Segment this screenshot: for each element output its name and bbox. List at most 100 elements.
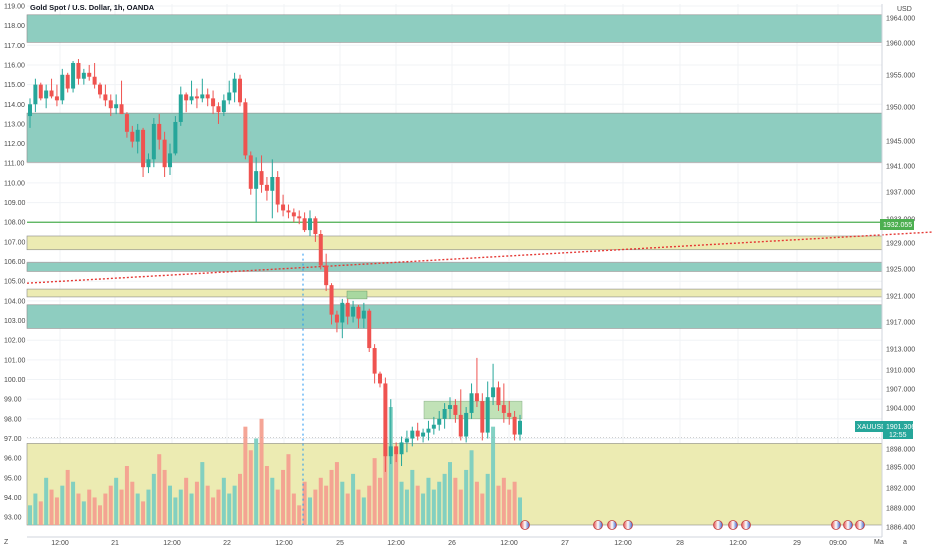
- symbol-badge[interactable]: XAUUSD 1901.306 12:55: [855, 421, 915, 439]
- event-markers: [520, 520, 865, 530]
- left-axis-tick: 106.00: [4, 259, 26, 266]
- volume-bar: [372, 458, 377, 525]
- left-axis-tick: 115.00: [4, 82, 25, 89]
- time-axis-tick: 09:00: [829, 540, 847, 547]
- left-axis-tick: 108.00: [4, 220, 26, 227]
- candle-body: [302, 218, 307, 231]
- candle-body: [248, 155, 253, 189]
- candle-body: [205, 94, 210, 99]
- candle-body: [372, 348, 377, 374]
- volume-bar: [33, 493, 38, 525]
- axis-bottom-label: a: [903, 539, 907, 546]
- volume-bar: [146, 489, 151, 525]
- volume-bar: [184, 477, 189, 525]
- candle-body: [421, 432, 426, 437]
- right-axis-tick: 1941.000: [886, 164, 915, 171]
- candle-body: [291, 212, 296, 217]
- candle-body: [141, 129, 146, 168]
- volume-bar: [189, 493, 194, 525]
- candle-body: [146, 159, 151, 168]
- volume-bar: [415, 485, 420, 525]
- candle-body: [151, 123, 156, 160]
- event-flag-icon: [855, 520, 865, 530]
- volume-bar: [28, 505, 32, 525]
- candle-body: [38, 84, 43, 99]
- volume-bar: [356, 489, 361, 525]
- candle-body: [512, 416, 517, 435]
- volume-bar: [178, 489, 183, 525]
- volume-bar: [421, 493, 426, 525]
- volume-bar: [318, 477, 323, 525]
- candle-body: [480, 401, 485, 433]
- left-axis-tick: 95.00: [4, 475, 22, 482]
- candle-body: [437, 418, 442, 425]
- volume-bar: [162, 469, 167, 525]
- volume-bar: [151, 473, 156, 525]
- left-axis-tick: 94.00: [4, 495, 22, 502]
- left-corner-label: Z: [4, 539, 9, 546]
- volume-bar: [431, 489, 436, 525]
- volume-bar: [361, 497, 366, 525]
- left-axis-tick: 99.00: [4, 397, 22, 404]
- right-axis-tick: 1964.000: [886, 16, 915, 23]
- volume-bar: [345, 493, 350, 525]
- volume-bar: [507, 489, 512, 525]
- zone-rect: [26, 235, 883, 251]
- left-axis-tick: 105.00: [4, 279, 26, 286]
- candle-body: [108, 100, 113, 109]
- volume-bar: [388, 407, 393, 525]
- candle-body: [308, 218, 312, 231]
- candle-body: [216, 106, 221, 113]
- candle-body: [474, 393, 479, 402]
- candle-body: [431, 424, 436, 429]
- candle-body: [281, 204, 286, 211]
- volume-bar: [194, 481, 199, 525]
- volume-bar: [135, 493, 140, 525]
- left-axis-tick: 93.00: [4, 515, 22, 522]
- volume-bar: [329, 469, 334, 525]
- time-axis-tick: 26: [448, 540, 456, 547]
- symbol-badge-name: XAUUSD: [857, 424, 886, 431]
- volume-bar: [275, 489, 280, 525]
- candle-body: [87, 72, 92, 77]
- time-axis-tick: 12:00: [275, 540, 293, 547]
- zone-rect: [26, 262, 883, 272]
- time-axis-tick: 12:00: [614, 540, 632, 547]
- candles: [28, 59, 522, 472]
- volume-bar: [119, 489, 124, 525]
- volume-bar: [65, 469, 70, 525]
- candle-body: [254, 171, 259, 189]
- volume-bar: [394, 454, 399, 525]
- volume-bar: [92, 497, 97, 525]
- left-axis-tick: 112.00: [4, 141, 25, 148]
- time-axis-tick: 12:00: [51, 540, 69, 547]
- symbol-badge-price: 1901.306: [886, 424, 915, 431]
- candle-body: [464, 412, 469, 437]
- right-axis-tick: 1892.000: [886, 486, 915, 493]
- volume-bar: [518, 497, 522, 525]
- volume-bar: [491, 426, 496, 525]
- volume-bar: [404, 489, 409, 525]
- right-axis-tick: 1910.000: [886, 368, 915, 375]
- candle-body: [329, 285, 334, 315]
- candle-body: [458, 414, 463, 437]
- time-axis-tick: 12:00: [163, 540, 181, 547]
- left-axis-tick: 100.00: [4, 377, 26, 384]
- volume-bar: [254, 438, 259, 525]
- candle-body: [383, 383, 388, 457]
- zone-rect: [26, 288, 883, 298]
- volume-bar: [297, 505, 302, 525]
- level-badge-value: 1932.055: [883, 222, 912, 229]
- axes: 119.00 118.00 117.00 116.00 115.00 114.00 113.…: [4, 3, 915, 547]
- zones: [26, 14, 883, 526]
- volume-bar: [211, 497, 216, 525]
- right-axis-tick: 1960.000: [886, 41, 915, 48]
- right-axis-tick: 1945.000: [886, 139, 915, 146]
- time-axis-tick: 12:00: [729, 540, 747, 547]
- candle-body: [485, 397, 490, 433]
- volume-bar: [108, 485, 113, 525]
- volume-bar: [410, 469, 415, 525]
- right-axis-tick: 1929.000: [886, 241, 915, 248]
